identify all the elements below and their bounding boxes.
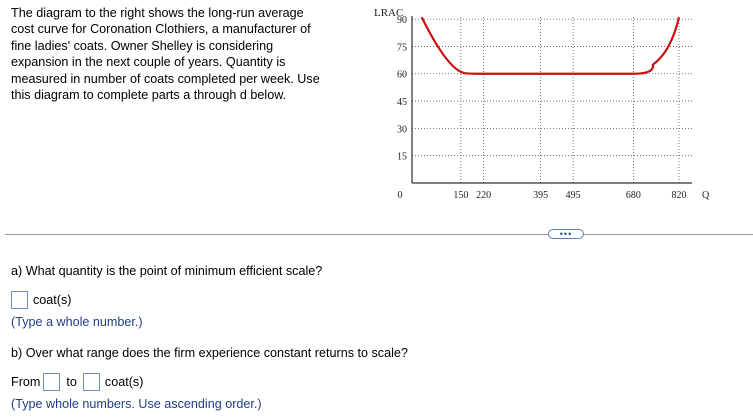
intro-line: cost curve for Coronation Clothiers, a m… xyxy=(11,22,311,37)
intro-line: measured in number of coats completed pe… xyxy=(11,71,320,86)
intro-line: expansion in the next couple of years. Q… xyxy=(11,55,286,70)
part-a-hint: (Type a whole number.) xyxy=(11,315,143,329)
part-a-question: a) What quantity is the point of minimum… xyxy=(11,264,323,278)
lrac-chart: 90 75 60 45 30 15 150 220 395 495 680 820 LRAC Q 0 xyxy=(374,7,710,201)
axis-layer xyxy=(411,16,692,184)
part-b-to-input[interactable] xyxy=(82,373,100,391)
x-tick-label: 820 xyxy=(671,190,686,201)
part-b-from-label: From xyxy=(11,375,41,389)
y-tick-label: 60 xyxy=(397,70,407,81)
part-b-from-input[interactable] xyxy=(43,373,61,391)
curve-layer xyxy=(420,16,681,75)
intro-line: this diagram to complete parts a through… xyxy=(11,88,287,103)
part-a-answer-input[interactable] xyxy=(11,291,28,309)
y-tick-label: 45 xyxy=(397,97,407,108)
y-axis-title: LRAC xyxy=(374,7,403,19)
intro-line: fine ladies' coats. Owner Shelley is con… xyxy=(11,38,274,53)
x-tick-label: 150 xyxy=(453,190,468,201)
origin-label: 0 xyxy=(398,190,403,201)
grid-layer xyxy=(412,16,692,183)
y-tick-label: 15 xyxy=(397,152,407,163)
part-b-hint: (Type whole numbers. Use ascending order… xyxy=(11,397,262,411)
y-tick-label: 30 xyxy=(397,124,407,135)
problem-intro: The diagram to the right shows the long-… xyxy=(11,5,346,103)
x-tick-label: 395 xyxy=(533,190,548,201)
lrac-curve xyxy=(420,16,681,75)
section-divider xyxy=(5,234,753,235)
part-b-unit: coat(s) xyxy=(104,375,144,389)
part-a-unit: coat(s) xyxy=(33,293,72,307)
part-b-question: b) Over what range does the firm experie… xyxy=(11,346,408,360)
label-layer: 90 75 60 45 30 15 150 220 395 495 680 820 LRAC Q 0 xyxy=(374,7,710,201)
x-axis-title: Q xyxy=(702,190,710,201)
part-b-answer-row: From to coat(s) xyxy=(11,373,143,391)
x-tick-label: 680 xyxy=(626,190,641,201)
part-b-to-label: to xyxy=(66,375,77,389)
x-tick-label: 495 xyxy=(566,190,581,201)
part-a-answer-row: coat(s) xyxy=(11,291,72,309)
x-tick-label: 220 xyxy=(476,190,491,201)
y-tick-label: 75 xyxy=(397,42,407,53)
show-more-button[interactable]: ••• xyxy=(548,229,584,239)
intro-line: The diagram to the right shows the long-… xyxy=(11,6,304,20)
y-tick-label: 90 xyxy=(397,15,407,26)
